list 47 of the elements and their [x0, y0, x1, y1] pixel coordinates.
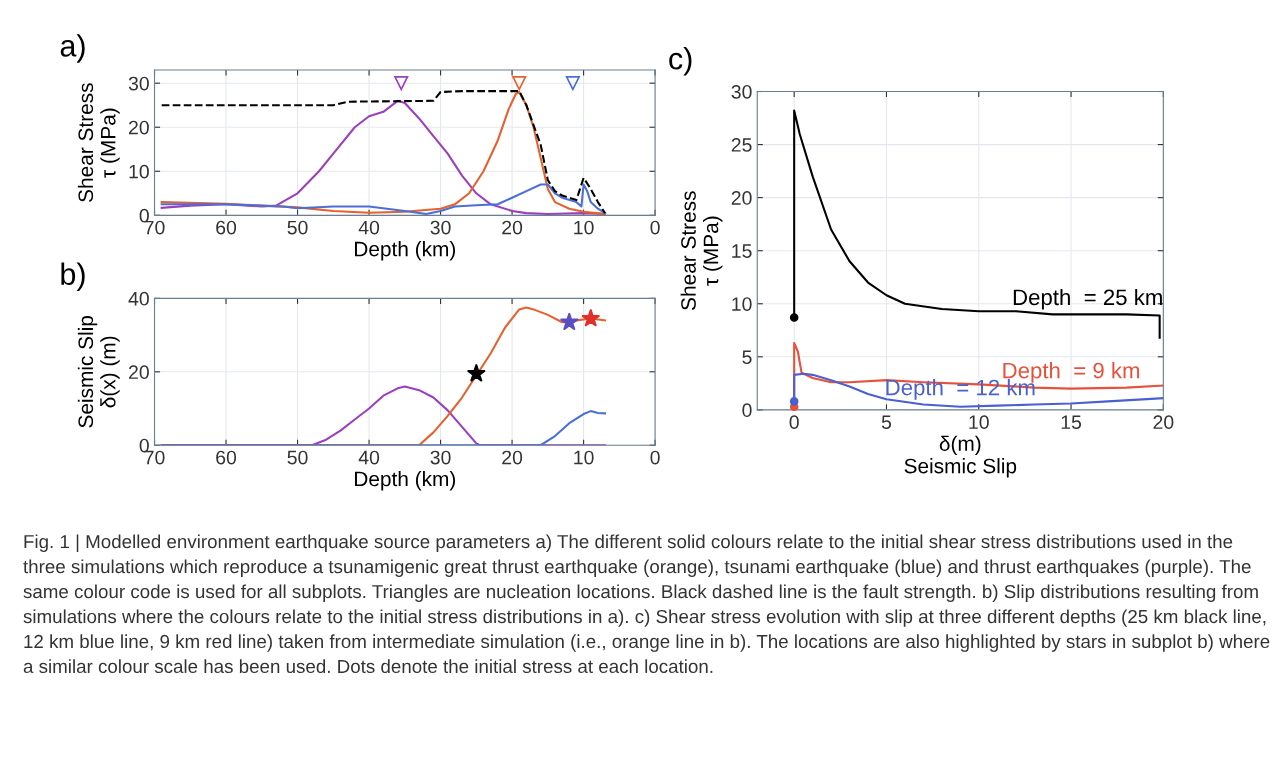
- point: [466, 363, 486, 382]
- y-tick-label: 10: [732, 297, 752, 311]
- caption: Fig. 1 | Modelled environment earthquake source parameters a) The different solid colours relate to the initial shear stress distributions used in the three simulations which reproduce a tsunamigenic great thrust earthquake (orange), tsunami earthquake (blue) and thrust earthquakes (purple). The same colour code is used for all subplots. Triangles are nucleation locations. Black dashed line is the fault strength. b) Slip distributions resulting from simulations where the colours relate to the initial stress distributions in a). c) Shear stress evolution with slip at three different depths (25 km black line, 12 km blue line, 9 km red line) taken from intermediate simulation (i.e., orange line in b). The locations are also highlighted by stars in subplot b) where a similar colour scale has been used. Dots denote the initial stress at each location.: [23, 534, 1270, 674]
- y-axis-title: Shear Stress τ (MPa): [77, 83, 120, 202]
- y-axis-title: Shear Stress τ (MPa): [680, 191, 723, 310]
- y-tick-label: 30: [731, 84, 752, 99]
- y-tick-label: 20: [129, 365, 149, 380]
- x-tick-label: 40: [358, 450, 380, 465]
- x-axis-title: δ(m) Seismic Slip: [904, 435, 1017, 478]
- x-tick-label: 20: [502, 220, 523, 235]
- x-tick-label: 60: [216, 220, 237, 235]
- y-tick-label: 0: [742, 403, 752, 418]
- y-tick-label: 25: [731, 138, 752, 152]
- x-tick-label: 10: [574, 220, 594, 235]
- chart-title: a): [60, 34, 85, 63]
- x-tick-label: 30: [430, 220, 451, 235]
- x-tick-label: 10: [574, 450, 594, 465]
- line-series: [160, 410, 607, 446]
- x-tick-label: 60: [216, 450, 237, 465]
- y-tick-label: 10: [129, 164, 149, 179]
- series-label: Depth = 25 km: [1013, 288, 1162, 310]
- point: [559, 312, 579, 331]
- x-tick-label: 20: [1153, 415, 1174, 430]
- x-tick-label: 10: [969, 415, 989, 430]
- line-series: [160, 183, 607, 216]
- y-tick-label: 5: [742, 350, 752, 365]
- x-tick-label: 50: [287, 220, 308, 235]
- x-tick-label: 40: [358, 220, 380, 235]
- x-tick-label: 30: [430, 450, 451, 465]
- x-tick-label: 0: [789, 415, 799, 430]
- x-tick-label: 20: [502, 450, 523, 465]
- x-tick-label: 0: [650, 450, 660, 465]
- y-tick-label: 40: [128, 291, 149, 306]
- x-tick-label: 50: [287, 450, 308, 465]
- x-tick-label: 0: [650, 220, 660, 235]
- y-tick-label: 30: [128, 76, 149, 91]
- x-tick-label: 15: [1061, 415, 1082, 430]
- x-axis-title: Depth (km): [355, 241, 456, 261]
- x-axis-title: Depth (km): [355, 471, 456, 491]
- x-tick-label: 5: [881, 415, 892, 430]
- y-axis-title: Seismic Slip δ(x) (m): [77, 315, 120, 428]
- chart-title: b): [61, 262, 85, 292]
- y-tick-label: 15: [732, 244, 752, 258]
- chart-title: c): [669, 47, 692, 76]
- point: [581, 308, 601, 327]
- y-tick-label: 20: [129, 120, 149, 135]
- y-tick-label: 20: [731, 191, 752, 205]
